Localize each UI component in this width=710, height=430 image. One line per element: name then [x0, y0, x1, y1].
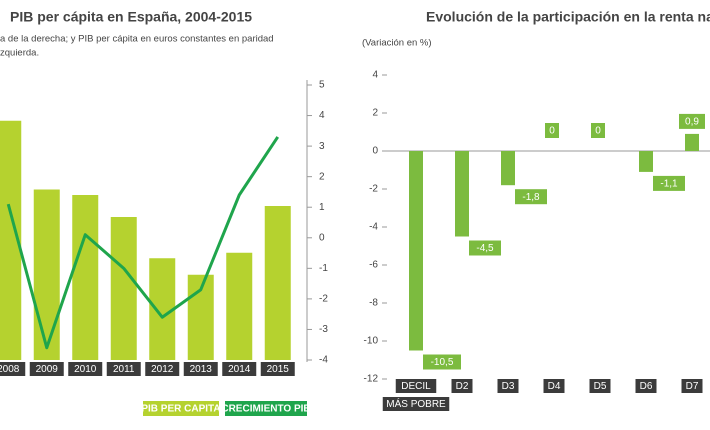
bar [455, 151, 469, 237]
x-tick-box [681, 379, 703, 393]
chart-title: PIB per cápita en España, 2004-2015 [10, 9, 252, 25]
x-tick-box [635, 379, 657, 393]
value-label: 0 [549, 126, 555, 137]
x-tick-box [29, 362, 64, 376]
x-tick-box [543, 379, 565, 393]
y-tick-label: -2 [369, 184, 378, 195]
bar [226, 252, 253, 360]
y2-tick-label: -1 [319, 263, 328, 274]
y-tick-label: -4 [369, 222, 378, 233]
y2-tick-label: 4 [319, 110, 325, 121]
x-tick-box [68, 362, 103, 376]
y-tick-label: 0 [372, 146, 378, 157]
x-tick-label: 2010 [74, 364, 97, 375]
x-tick-box [395, 379, 437, 393]
x-tick-label: MÁS POBRE [386, 397, 446, 410]
x-tick-label: D7 [686, 381, 699, 392]
y-tick-label: -12 [364, 374, 379, 385]
x-tick-label: 2013 [190, 364, 213, 375]
y-tick-label: -10 [364, 336, 379, 347]
value-label: 0,9 [685, 117, 699, 128]
x-tick-label: 2012 [151, 364, 174, 375]
bar [110, 217, 137, 360]
value-label-box [591, 123, 605, 138]
y-tick-label: 4 [372, 70, 378, 81]
x-tick-box [497, 379, 519, 393]
bar [264, 206, 291, 360]
x-tick-label: 2014 [228, 364, 251, 375]
x-tick-label: D2 [456, 381, 469, 392]
y-tick-label: -6 [369, 260, 378, 271]
x-tick-label: 2008 [0, 364, 20, 375]
x-tick-box [222, 362, 257, 376]
line [6, 136, 280, 350]
x-tick-box [451, 379, 473, 393]
x-tick-box [0, 362, 26, 376]
value-label-box [515, 189, 547, 205]
legend-label: PIB PER CAPITA [141, 404, 220, 415]
y-tick-label: -8 [369, 298, 378, 309]
y2-tick-label: -3 [319, 324, 328, 335]
value-label: -10,5 [431, 357, 454, 368]
bar [639, 151, 653, 172]
x-tick-label: DECIL [401, 381, 431, 392]
chart-title: Evolución de la participación en la rent… [426, 9, 710, 25]
chart-subtitle: zquierda. [0, 48, 39, 59]
bar [501, 151, 515, 186]
y2-tick-label: 5 [319, 80, 325, 91]
y2-tick-label: 2 [319, 171, 325, 182]
value-label-box [653, 175, 685, 191]
value-label: -1,8 [522, 192, 540, 203]
value-label-box [423, 354, 461, 370]
x-tick-label: D4 [548, 381, 561, 392]
x-tick-box [145, 362, 180, 376]
x-tick-box [382, 397, 450, 411]
bar [409, 151, 423, 351]
y2-tick-label: -2 [319, 294, 328, 305]
x-tick-label: D3 [502, 381, 515, 392]
y-tick-label: 2 [372, 108, 378, 119]
bar [149, 258, 176, 360]
value-label: -1,1 [660, 179, 678, 190]
value-label: -4,5 [476, 243, 494, 254]
y2-tick-label: -4 [319, 355, 328, 366]
x-tick-box [183, 362, 218, 376]
legend-swatch [143, 401, 219, 416]
x-tick-label: 2011 [113, 364, 135, 375]
y2-tick-label: 0 [319, 232, 325, 243]
value-label-box [679, 113, 705, 129]
bar [685, 133, 699, 151]
chart-subtitle: (Variación en %) [362, 38, 432, 49]
x-tick-box [589, 379, 611, 393]
bar [0, 120, 22, 360]
x-tick-label: 2015 [267, 364, 290, 375]
legend-swatch [225, 401, 307, 416]
value-label-box [469, 240, 501, 256]
y2-tick-label: 3 [319, 141, 325, 152]
y2-tick-label: 1 [319, 202, 325, 213]
chart-subtitle: a de la derecha; y PIB per cápita en eur… [0, 34, 274, 45]
bar [33, 189, 60, 360]
x-tick-box [260, 362, 295, 376]
x-tick-box [106, 362, 141, 376]
x-tick-label: D5 [594, 381, 607, 392]
bar [72, 195, 99, 360]
x-tick-label: 2009 [36, 364, 59, 375]
x-tick-label: D6 [640, 381, 653, 392]
legend-label: CRECIMIENTO PIB [221, 404, 310, 415]
value-label-box [545, 123, 559, 138]
value-label: 0 [595, 126, 601, 137]
